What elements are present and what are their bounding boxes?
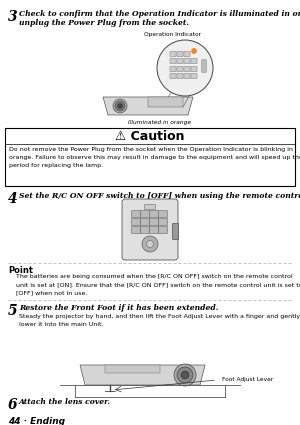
Circle shape — [181, 371, 189, 379]
Text: 4: 4 — [8, 192, 18, 206]
Text: Set the R/C ON OFF switch to [OFF] when using the remote control.: Set the R/C ON OFF switch to [OFF] when … — [19, 192, 300, 200]
FancyBboxPatch shape — [158, 218, 167, 226]
Circle shape — [118, 104, 122, 108]
Polygon shape — [80, 365, 205, 385]
FancyBboxPatch shape — [170, 51, 176, 57]
FancyBboxPatch shape — [158, 227, 167, 233]
FancyBboxPatch shape — [105, 365, 160, 373]
Circle shape — [157, 40, 213, 96]
Circle shape — [177, 367, 193, 383]
FancyBboxPatch shape — [158, 210, 167, 218]
Text: Illuminated in orange: Illuminated in orange — [128, 120, 191, 125]
Text: unplug the Power Plug from the socket.: unplug the Power Plug from the socket. — [19, 19, 189, 27]
FancyBboxPatch shape — [191, 74, 197, 79]
Text: ⚠ Caution: ⚠ Caution — [115, 130, 185, 143]
FancyBboxPatch shape — [131, 218, 140, 226]
Text: 44 · Ending: 44 · Ending — [8, 417, 65, 425]
FancyBboxPatch shape — [148, 97, 183, 107]
FancyBboxPatch shape — [149, 227, 158, 233]
Text: The batteries are being consumed when the [R/C ON OFF] switch on the remote cont: The batteries are being consumed when th… — [16, 274, 292, 279]
FancyBboxPatch shape — [122, 199, 178, 260]
Circle shape — [113, 99, 127, 113]
FancyBboxPatch shape — [5, 128, 295, 186]
FancyBboxPatch shape — [145, 204, 155, 210]
FancyBboxPatch shape — [177, 66, 183, 71]
FancyBboxPatch shape — [191, 66, 197, 71]
FancyBboxPatch shape — [131, 210, 140, 218]
Circle shape — [146, 241, 154, 247]
FancyBboxPatch shape — [177, 74, 183, 79]
Text: orange. Failure to observe this may result in damage to the equipment and will s: orange. Failure to observe this may resu… — [9, 155, 300, 160]
Text: Foot Adjust Lever: Foot Adjust Lever — [222, 377, 273, 382]
FancyBboxPatch shape — [184, 66, 190, 71]
Circle shape — [142, 236, 158, 252]
Text: Operation Indicator: Operation Indicator — [143, 32, 200, 37]
FancyBboxPatch shape — [149, 218, 158, 226]
FancyBboxPatch shape — [140, 218, 149, 226]
Text: [OFF] when not in use.: [OFF] when not in use. — [16, 290, 87, 295]
FancyBboxPatch shape — [140, 227, 149, 233]
Text: 6: 6 — [8, 398, 18, 412]
Text: 5: 5 — [8, 304, 18, 318]
FancyBboxPatch shape — [184, 51, 190, 57]
FancyBboxPatch shape — [170, 74, 176, 79]
FancyBboxPatch shape — [172, 224, 178, 240]
FancyBboxPatch shape — [149, 210, 158, 218]
Circle shape — [191, 48, 196, 54]
FancyBboxPatch shape — [177, 59, 183, 64]
Text: unit is set at [ON]. Ensure that the [R/C ON OFF] switch on the remote control u: unit is set at [ON]. Ensure that the [R/… — [16, 282, 300, 287]
FancyBboxPatch shape — [140, 210, 149, 218]
Text: lower it into the main Unit.: lower it into the main Unit. — [19, 322, 104, 327]
FancyBboxPatch shape — [191, 59, 197, 64]
FancyBboxPatch shape — [177, 51, 183, 57]
FancyBboxPatch shape — [170, 59, 176, 64]
FancyBboxPatch shape — [131, 227, 140, 233]
Text: period for replacing the lamp.: period for replacing the lamp. — [9, 163, 103, 168]
Polygon shape — [103, 97, 193, 115]
Text: Restore the Front Foot if it has been extended.: Restore the Front Foot if it has been ex… — [19, 304, 218, 312]
Circle shape — [174, 364, 196, 386]
Text: 3: 3 — [8, 10, 18, 24]
Text: Steady the projector by hand, and then lift the Foot Adjust Lever with a finger : Steady the projector by hand, and then l… — [19, 314, 300, 319]
Circle shape — [115, 101, 125, 111]
Text: Point: Point — [8, 266, 33, 275]
FancyBboxPatch shape — [202, 60, 206, 72]
Text: Attach the lens cover.: Attach the lens cover. — [19, 398, 111, 406]
Text: Check to confirm that the Operation Indicator is illuminated in orange, and then: Check to confirm that the Operation Indi… — [19, 10, 300, 18]
FancyBboxPatch shape — [184, 74, 190, 79]
FancyBboxPatch shape — [170, 66, 176, 71]
FancyBboxPatch shape — [184, 59, 190, 64]
Text: Do not remove the Power Plug from the socket when the Operation Indicator is bli: Do not remove the Power Plug from the so… — [9, 147, 293, 152]
